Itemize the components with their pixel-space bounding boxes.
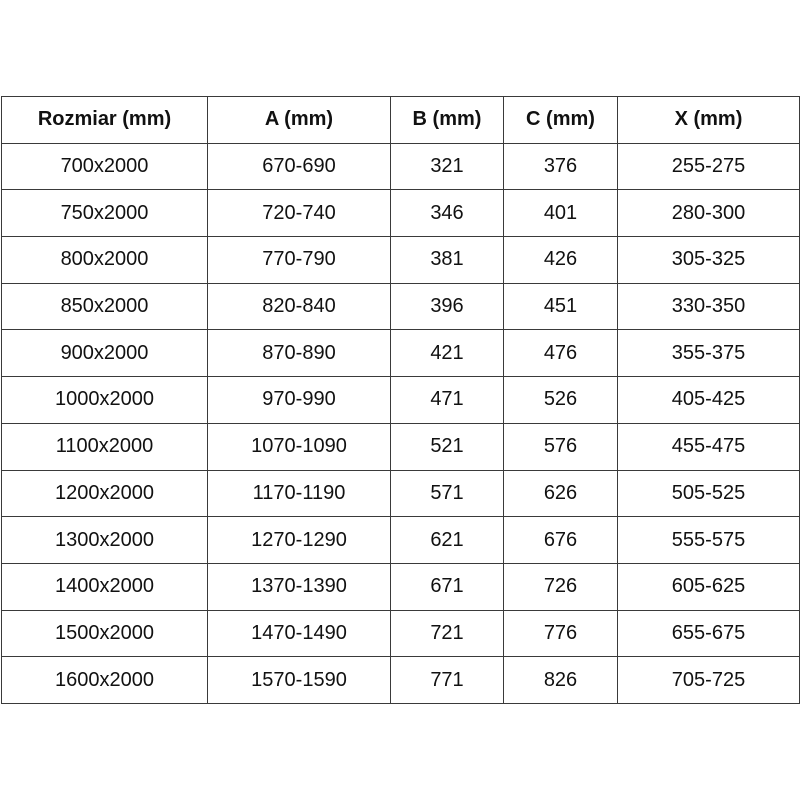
header-row: Rozmiar (mm) A (mm) B (mm) C (mm) X (mm) (1, 96, 800, 144)
table-cell: 670-690 (207, 142, 391, 191)
table-cell: 1470-1490 (207, 609, 391, 658)
table-cell: 750x2000 (1, 189, 208, 238)
table-cell: 1100x2000 (1, 422, 208, 471)
column-header: C (mm) (503, 96, 618, 144)
table-cell: 1500x2000 (1, 609, 208, 658)
table-cell: 826 (503, 656, 618, 704)
table-cell: 671 (390, 562, 504, 611)
table-cell: 376 (503, 142, 618, 191)
table-cell: 1270-1290 (207, 516, 391, 564)
table-cell: 720-740 (207, 189, 391, 238)
table-cell: 1600x2000 (1, 656, 208, 704)
table-cell: 476 (503, 329, 618, 378)
table-cell: 700x2000 (1, 142, 208, 191)
table-cell: 1200x2000 (1, 469, 208, 518)
table-cell: 421 (390, 329, 504, 378)
table-cell: 455-475 (617, 422, 800, 471)
table-row: 700x2000 670-690 321 376 255-275 (1, 142, 800, 191)
table-cell: 426 (503, 236, 618, 284)
table-cell: 555-575 (617, 516, 800, 564)
table-cell: 576 (503, 422, 618, 471)
table-cell: 1170-1190 (207, 469, 391, 518)
table-cell: 521 (390, 422, 504, 471)
table-cell: 626 (503, 469, 618, 518)
table-cell: 1000x2000 (1, 376, 208, 424)
table-row: 1200x2000 1170-1190 571 626 505-525 (1, 469, 800, 518)
table-cell: 726 (503, 562, 618, 611)
table-row: 1300x2000 1270-1290 621 676 555-575 (1, 516, 800, 564)
table-row: 1100x2000 1070-1090 521 576 455-475 (1, 422, 800, 471)
dimensions-table: Rozmiar (mm) A (mm) B (mm) C (mm) X (mm) 700… (1, 96, 800, 704)
table-cell: 1300x2000 (1, 516, 208, 564)
table-cell: 526 (503, 376, 618, 424)
column-header: Rozmiar (mm) (1, 96, 208, 144)
table-cell: 721 (390, 609, 504, 658)
table-cell: 870-890 (207, 329, 391, 378)
table-cell: 605-625 (617, 562, 800, 611)
table-cell: 676 (503, 516, 618, 564)
table-cell: 571 (390, 469, 504, 518)
table-row: 1400x2000 1370-1390 671 726 605-625 (1, 562, 800, 611)
table-cell: 346 (390, 189, 504, 238)
table-cell: 280-300 (617, 189, 800, 238)
table-cell: 800x2000 (1, 236, 208, 284)
table-cell: 770-790 (207, 236, 391, 284)
table-cell: 621 (390, 516, 504, 564)
table-cell: 305-325 (617, 236, 800, 284)
table-cell: 505-525 (617, 469, 800, 518)
table-row: 1000x2000 970-990 471 526 405-425 (1, 376, 800, 424)
table-cell: 900x2000 (1, 329, 208, 378)
table-cell: 771 (390, 656, 504, 704)
table-row: 1600x2000 1570-1590 771 826 705-725 (1, 656, 800, 704)
table-cell: 970-990 (207, 376, 391, 424)
table-cell: 1400x2000 (1, 562, 208, 611)
table-cell: 776 (503, 609, 618, 658)
column-header: A (mm) (207, 96, 391, 144)
table-cell: 471 (390, 376, 504, 424)
table-cell: 405-425 (617, 376, 800, 424)
table-row: 750x2000 720-740 346 401 280-300 (1, 189, 800, 238)
table-cell: 1370-1390 (207, 562, 391, 611)
table-row: 850x2000 820-840 396 451 330-350 (1, 282, 800, 331)
table-cell: 321 (390, 142, 504, 191)
table-cell: 850x2000 (1, 282, 208, 331)
column-header: B (mm) (390, 96, 504, 144)
table-cell: 381 (390, 236, 504, 284)
table-cell: 655-675 (617, 609, 800, 658)
table-cell: 396 (390, 282, 504, 331)
table-cell: 255-275 (617, 142, 800, 191)
table-cell: 820-840 (207, 282, 391, 331)
column-header: X (mm) (617, 96, 800, 144)
table-cell: 1570-1590 (207, 656, 391, 704)
table-cell: 451 (503, 282, 618, 331)
table-cell: 705-725 (617, 656, 800, 704)
table-cell: 401 (503, 189, 618, 238)
table-cell: 1070-1090 (207, 422, 391, 471)
table-row: 800x2000 770-790 381 426 305-325 (1, 236, 800, 284)
table-cell: 330-350 (617, 282, 800, 331)
table-cell: 355-375 (617, 329, 800, 378)
table-row: 1500x2000 1470-1490 721 776 655-675 (1, 609, 800, 658)
table-row: 900x2000 870-890 421 476 355-375 (1, 329, 800, 378)
